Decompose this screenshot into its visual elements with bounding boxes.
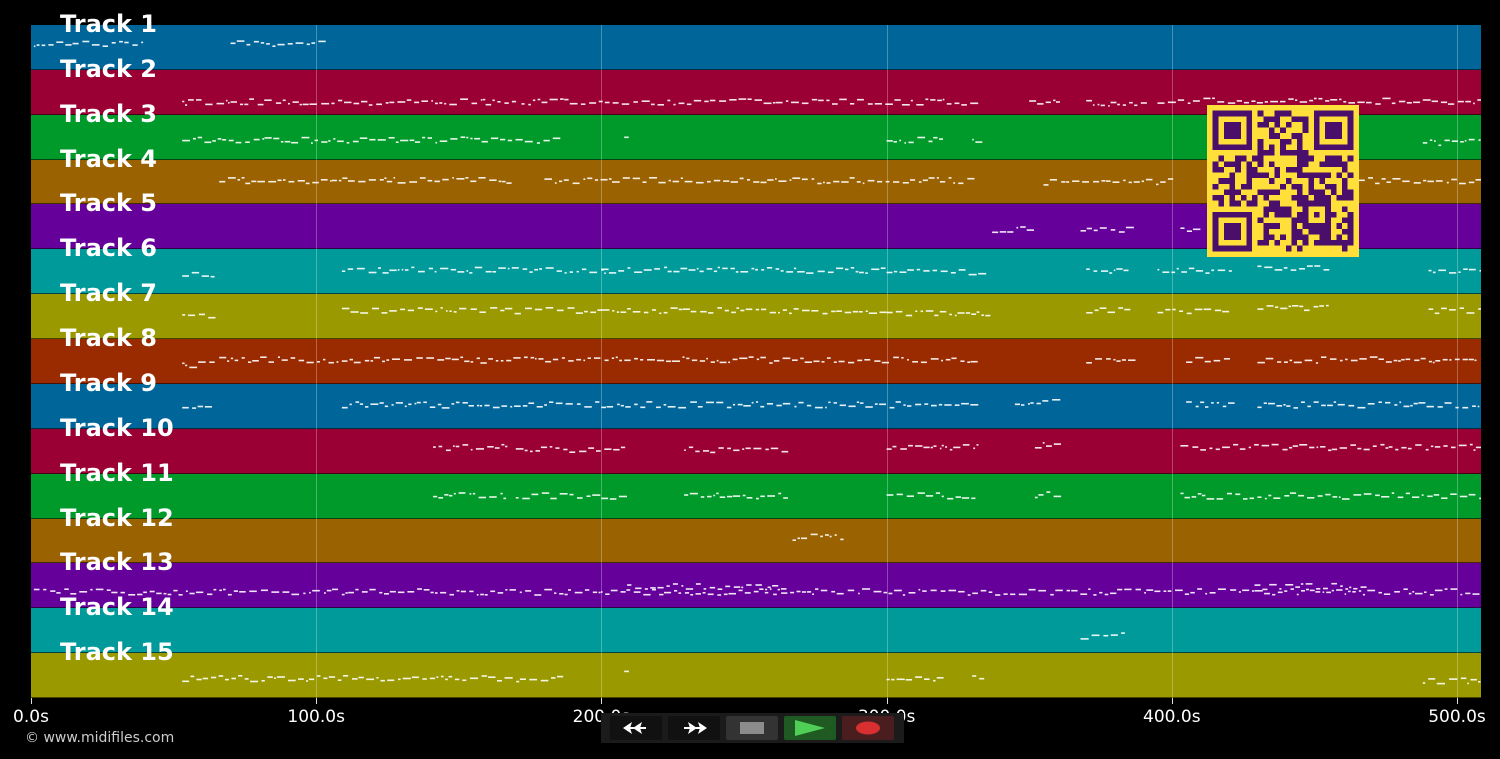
note-events (33, 40, 1481, 685)
track-lane[interactable] (31, 563, 1481, 609)
track-label: Track 11 (60, 458, 174, 487)
record-button[interactable] (842, 716, 894, 740)
track-label: Track 15 (60, 638, 174, 667)
axis-tick-label: 100.0s (287, 707, 345, 727)
play-icon (795, 720, 825, 736)
track-lane[interactable] (31, 653, 1481, 698)
track-lane[interactable] (31, 25, 1481, 70)
axis-tick-label: 400.0s (1143, 707, 1201, 727)
track-label: Track 3 (60, 99, 158, 128)
play-button[interactable] (784, 716, 836, 740)
track-lane[interactable] (31, 383, 1481, 429)
axis-tick (316, 698, 318, 704)
fast-forward-icon (684, 722, 707, 734)
stop-icon (740, 722, 764, 734)
qr-code (1207, 105, 1359, 257)
gridline (886, 25, 888, 698)
axis-tick (31, 698, 32, 704)
track-label: Track 7 (60, 279, 158, 308)
axis-tick-label: 0.0s (13, 707, 49, 727)
track-label: Track 13 (60, 548, 174, 577)
track-lane[interactable] (31, 473, 1481, 519)
axis-tick (886, 698, 888, 704)
track-label: Track 2 (60, 54, 158, 83)
track-lane[interactable] (31, 608, 1481, 654)
track-label: Track 1 (60, 10, 158, 38)
gridline (1171, 25, 1173, 698)
stop-button[interactable] (726, 716, 778, 740)
track-lane[interactable] (31, 428, 1481, 474)
rewind-icon (623, 722, 646, 734)
copyright-text: © www.midifiles.com (25, 730, 175, 746)
axis-tick (1457, 698, 1458, 704)
gridline (601, 25, 603, 698)
track-label: Track 6 (60, 234, 158, 263)
track-label: Track 10 (60, 413, 174, 442)
axis-tick (1171, 698, 1173, 704)
track-label: Track 9 (60, 368, 158, 397)
record-icon (856, 721, 880, 735)
track-label: Track 12 (60, 503, 174, 532)
transport-controls (601, 713, 904, 743)
fast-forward-button[interactable] (668, 716, 720, 740)
gridline (316, 25, 318, 698)
track-label: Track 8 (60, 324, 158, 353)
rewind-button[interactable] (610, 716, 662, 740)
piano-roll-plot[interactable]: Track 1 Track 2 Track 3 Track 4 Track 5 Track… (31, 12, 1481, 698)
track-label: Track 5 (60, 189, 158, 218)
track-lane[interactable] (31, 518, 1481, 564)
track-lane[interactable] (31, 294, 1481, 340)
track-label: Track 14 (60, 593, 174, 622)
gridline (1457, 25, 1458, 698)
track-label: Track 4 (60, 144, 158, 173)
axis-tick-label: 500.0s (1428, 707, 1486, 727)
axis-tick (601, 698, 603, 704)
